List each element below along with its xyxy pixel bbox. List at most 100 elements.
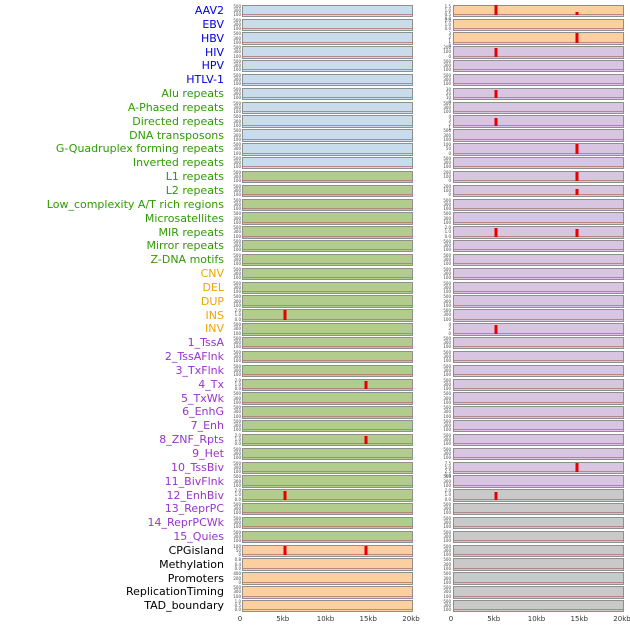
track-row: 9_Het 500 300 100 500 300 100 bbox=[0, 447, 630, 461]
x-tick-label: 20kb bbox=[613, 615, 630, 624]
right-yticks: 500 300 100 bbox=[413, 432, 453, 446]
y-tick-label: 100 bbox=[233, 53, 241, 59]
right-yticks: 2.0 1.0 0.0 bbox=[413, 489, 453, 501]
y-tick-label: 500 bbox=[233, 239, 241, 245]
y-tick-label: 300 bbox=[443, 533, 451, 539]
right-track bbox=[453, 60, 624, 73]
x-tick-label: 5kb bbox=[487, 615, 501, 624]
row-label: Methylation bbox=[159, 557, 224, 571]
left-yticks: 500 300 100 bbox=[226, 115, 242, 127]
row-label: HPV bbox=[201, 59, 224, 73]
track-row: 1_TssA 500 300 100 500 300 100 bbox=[0, 336, 630, 350]
y-tick-label: 0.5 bbox=[444, 11, 451, 17]
left-track bbox=[242, 600, 413, 613]
row-label: 6_EnhG bbox=[182, 405, 224, 419]
y-tick-label: 100 bbox=[443, 607, 451, 613]
x-axis-row: 0 5kb 10kb 15kb 20kb 0 5kb 10kb 15kb 20k… bbox=[0, 613, 630, 629]
signal-spike bbox=[494, 4, 498, 16]
y-tick-label: 500 bbox=[233, 142, 241, 148]
row-label: MIR repeats bbox=[158, 225, 224, 239]
y-tick-label: 2.0 bbox=[234, 308, 241, 314]
y-tick-label: 3 bbox=[448, 118, 451, 124]
y-tick-label: 500 bbox=[233, 169, 241, 175]
y-tick-label: 500 bbox=[443, 557, 451, 563]
row-label: Microsatellites bbox=[144, 211, 224, 225]
signal-spike bbox=[494, 228, 498, 237]
row-label: INV bbox=[205, 322, 224, 336]
y-tick-label: 100 bbox=[443, 482, 451, 488]
right-yticks: 500 300 100 bbox=[413, 516, 453, 529]
right-yticks: 500 300 100 bbox=[413, 253, 453, 266]
left-yticks: 500 300 100 bbox=[226, 226, 242, 238]
track-row: 12_EnhBiv 2.0 1.0 0.0 2.0 1.0 0.0 bbox=[0, 489, 630, 503]
right-track bbox=[453, 267, 624, 281]
y-tick-label: 300 bbox=[443, 257, 451, 263]
left-yticks: 2.0 1.0 0.0 bbox=[226, 489, 242, 501]
left-track bbox=[242, 184, 413, 198]
y-tick-label: 100 bbox=[443, 552, 451, 557]
y-tick-label: 100 bbox=[233, 122, 241, 128]
y-tick-label: 300 bbox=[233, 257, 241, 263]
y-tick-label: 500 bbox=[443, 197, 451, 203]
right-track bbox=[453, 157, 624, 170]
y-tick-label: 100 bbox=[443, 372, 451, 378]
right-track bbox=[453, 544, 624, 558]
right-track bbox=[453, 73, 624, 87]
y-tick-label: 500 bbox=[443, 100, 451, 106]
track-row: 6_EnhG 500 300 100 500 300 100 bbox=[0, 405, 630, 419]
y-tick-label: 0.0 bbox=[234, 607, 241, 613]
track-row: L2 repeats 500 300 100 200 100 0 bbox=[0, 184, 630, 198]
row-label: DUP bbox=[200, 294, 224, 308]
track-row: 8_ZNF_Rpts 2.0 1.0 0.0 500 300 100 bbox=[0, 433, 630, 447]
y-tick-label: 100 bbox=[233, 593, 241, 599]
left-track bbox=[242, 461, 413, 474]
row-label: HTLV-1 bbox=[186, 73, 224, 87]
row-label: CPGisland bbox=[168, 543, 224, 557]
right-track bbox=[453, 281, 624, 294]
left-track bbox=[242, 46, 413, 59]
y-tick-label: 0.0 bbox=[234, 385, 241, 391]
track-row: ReplicationTiming 500 300 100 500 300 100 bbox=[0, 585, 630, 599]
y-tick-label: 500 bbox=[443, 391, 451, 397]
y-tick-label: 100 bbox=[233, 25, 241, 31]
y-tick-label: 300 bbox=[233, 478, 241, 484]
right-track bbox=[453, 87, 624, 101]
y-tick-label: 100 bbox=[443, 187, 451, 193]
y-tick-label: 300 bbox=[443, 284, 451, 290]
y-tick-label: 100 bbox=[233, 455, 241, 461]
y-tick-label: 500 bbox=[233, 225, 241, 231]
y-tick-label: 500 bbox=[443, 156, 451, 161]
y-tick-label: 100 bbox=[233, 482, 241, 488]
y-tick-label: 300 bbox=[443, 409, 451, 415]
right-yticks: 100 50 0 bbox=[413, 143, 453, 155]
row-label: Inverted repeats bbox=[132, 156, 224, 170]
right-track bbox=[453, 350, 624, 364]
right-track bbox=[453, 226, 624, 239]
y-tick-label: 300 bbox=[233, 506, 241, 512]
left-track bbox=[242, 378, 413, 391]
y-tick-label: 300 bbox=[233, 21, 241, 27]
track-row: G-Quadruplex forming repeats 500 300 100 1… bbox=[0, 142, 630, 156]
y-tick-label: 500 bbox=[443, 529, 451, 535]
y-tick-label: 0 bbox=[238, 579, 241, 585]
y-tick-label: 100 bbox=[233, 150, 241, 156]
left-yticks: 2.0 1.0 0.0 bbox=[226, 309, 242, 321]
y-tick-label: 300 bbox=[233, 354, 241, 359]
y-tick-label: 500 bbox=[443, 59, 451, 65]
y-tick-label: 2.0 bbox=[234, 488, 241, 494]
left-track bbox=[242, 87, 413, 101]
row-label: 7_Enh bbox=[190, 419, 224, 433]
y-tick-label: 50 bbox=[445, 146, 451, 152]
y-tick-label: 500 bbox=[443, 432, 451, 438]
left-track bbox=[242, 115, 413, 128]
x-axis-right: 0 5kb 10kb 15kb 20kb bbox=[449, 613, 630, 627]
left-yticks: 500 300 100 bbox=[226, 212, 242, 224]
left-yticks: 500 300 100 bbox=[226, 447, 242, 461]
row-label: AAV2 bbox=[194, 4, 224, 17]
left-track bbox=[242, 392, 413, 405]
y-tick-label: 2.5 bbox=[444, 468, 451, 474]
right-track bbox=[453, 516, 624, 530]
signal-spike bbox=[494, 47, 498, 57]
y-tick-label: 500 bbox=[443, 211, 451, 217]
